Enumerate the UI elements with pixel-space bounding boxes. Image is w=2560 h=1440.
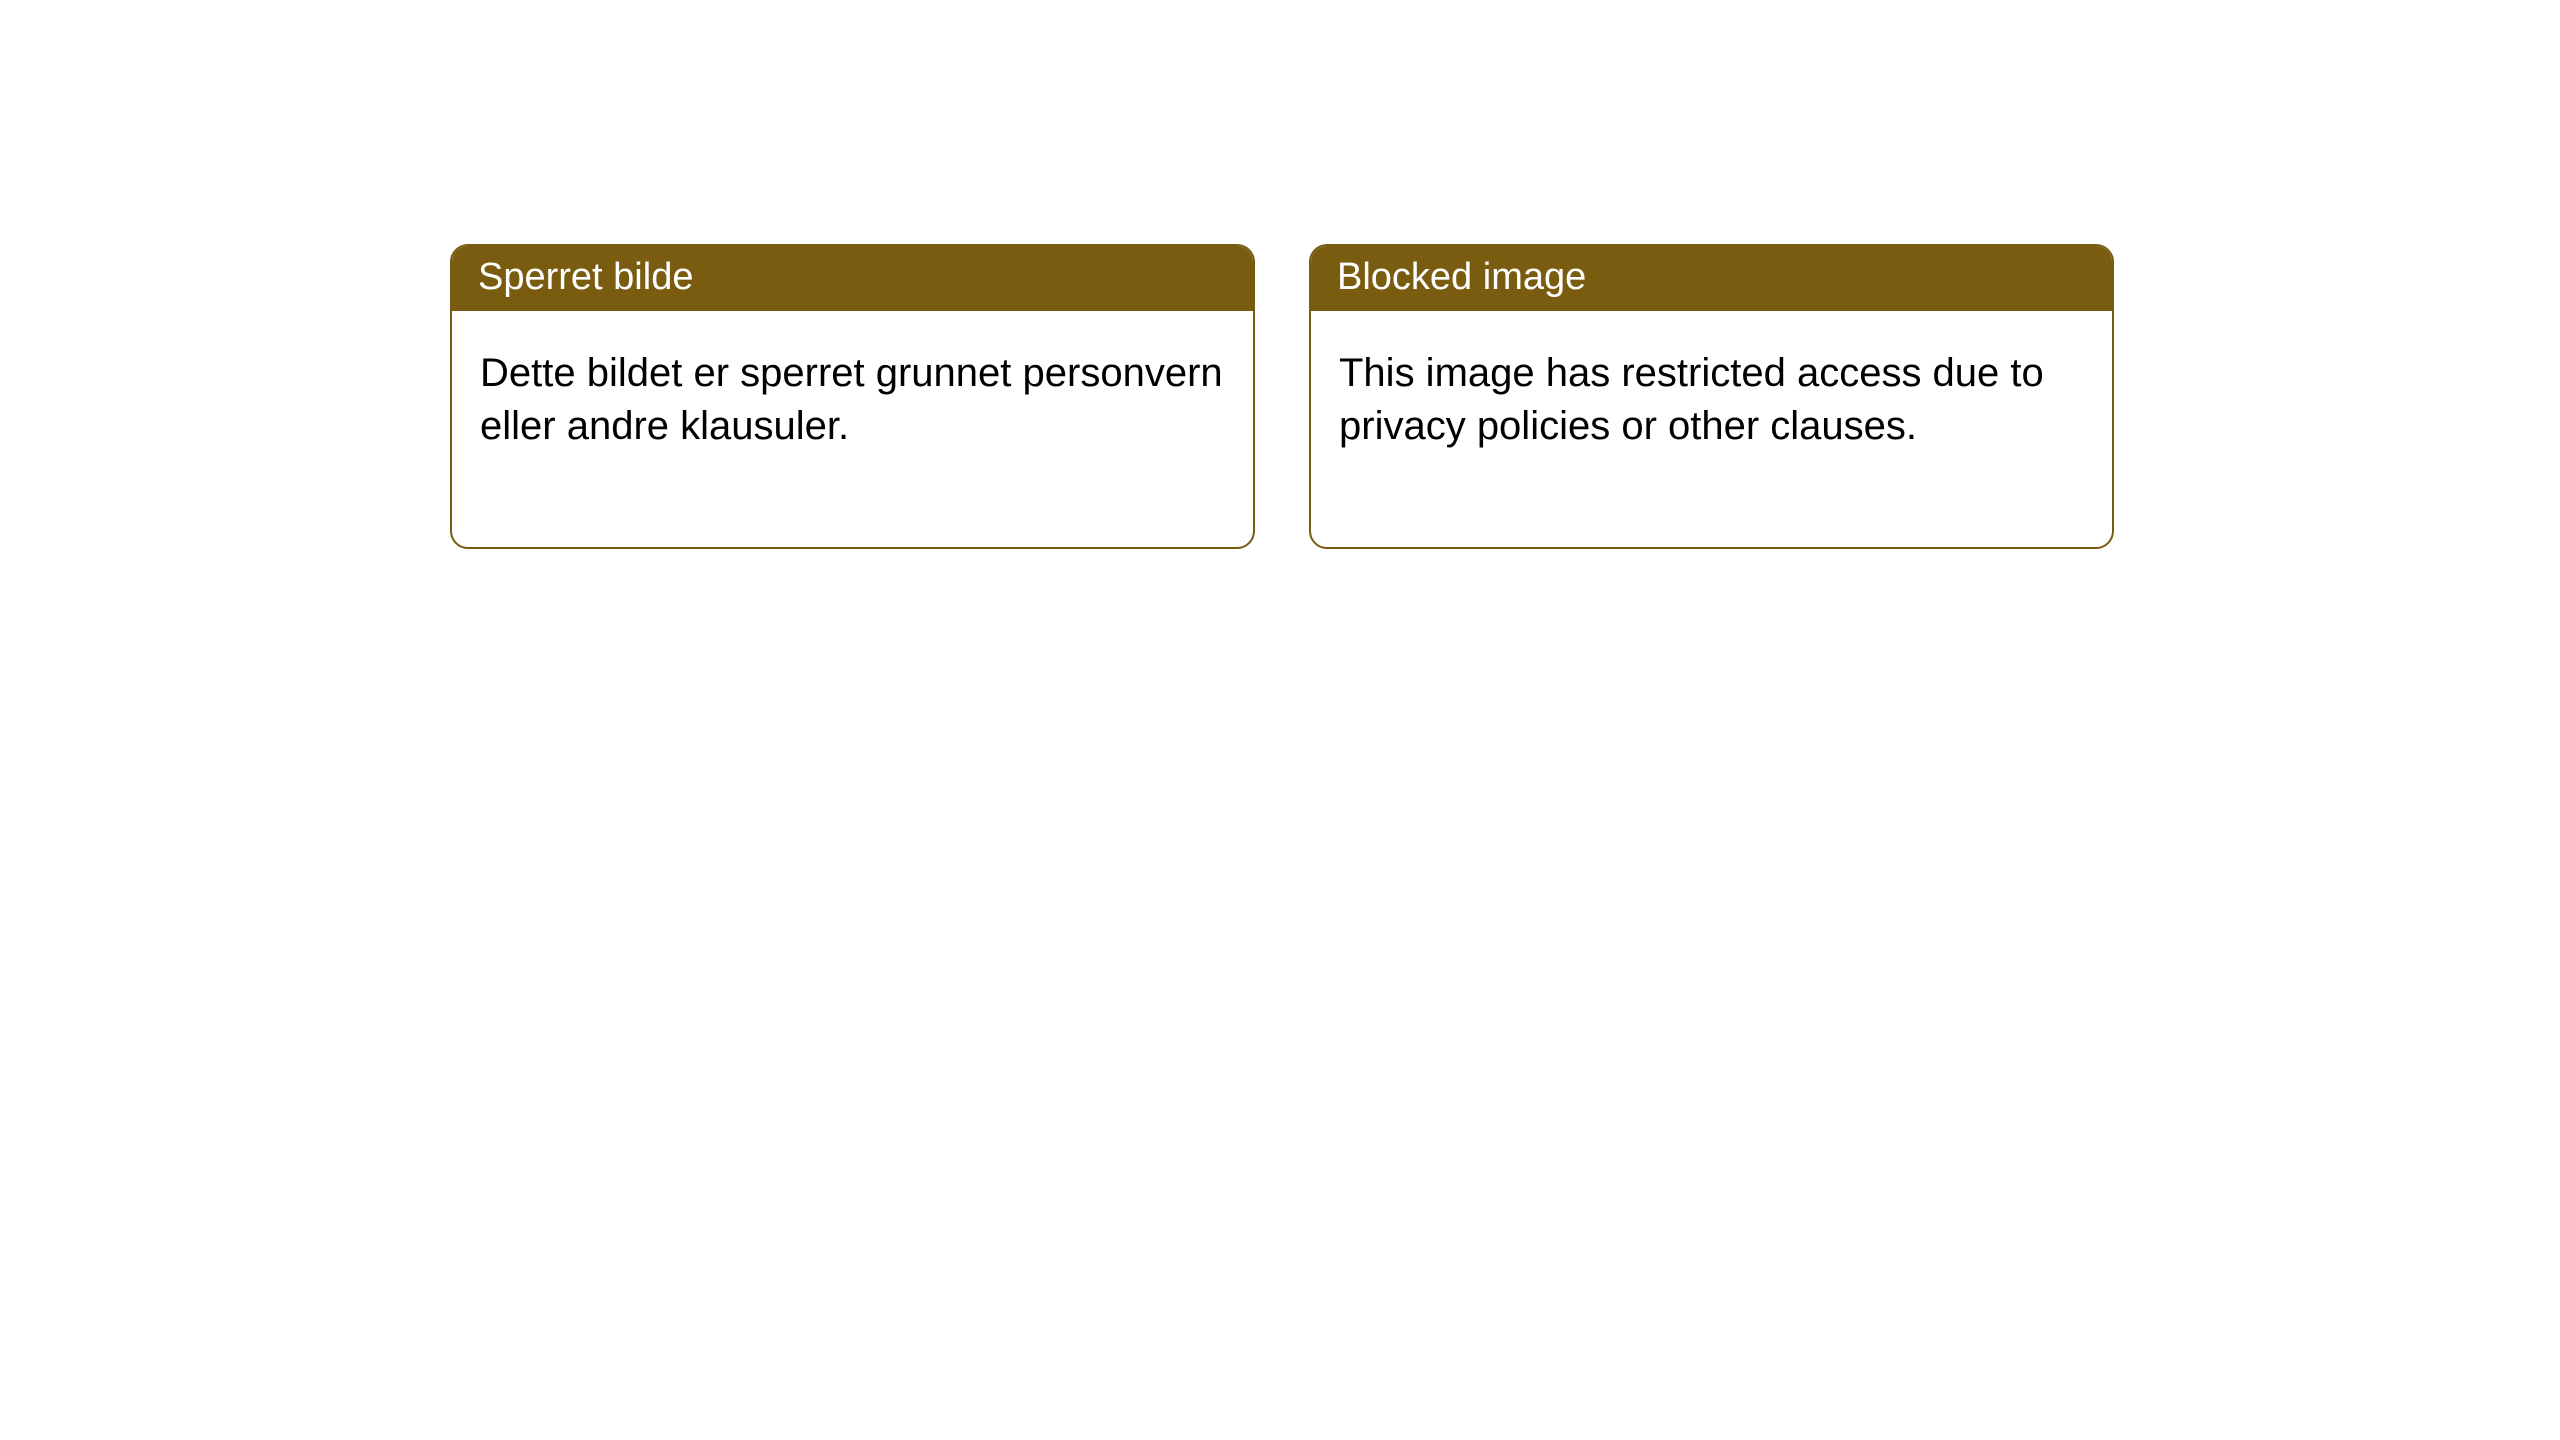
- notice-card-english: Blocked image This image has restricted …: [1309, 244, 2114, 549]
- card-title: Sperret bilde: [452, 246, 1253, 311]
- card-body-text: This image has restricted access due to …: [1311, 311, 2112, 547]
- notice-card-norwegian: Sperret bilde Dette bildet er sperret gr…: [450, 244, 1255, 549]
- card-title: Blocked image: [1311, 246, 2112, 311]
- cards-container: Sperret bilde Dette bildet er sperret gr…: [0, 0, 2560, 549]
- card-body-text: Dette bildet er sperret grunnet personve…: [452, 311, 1253, 547]
